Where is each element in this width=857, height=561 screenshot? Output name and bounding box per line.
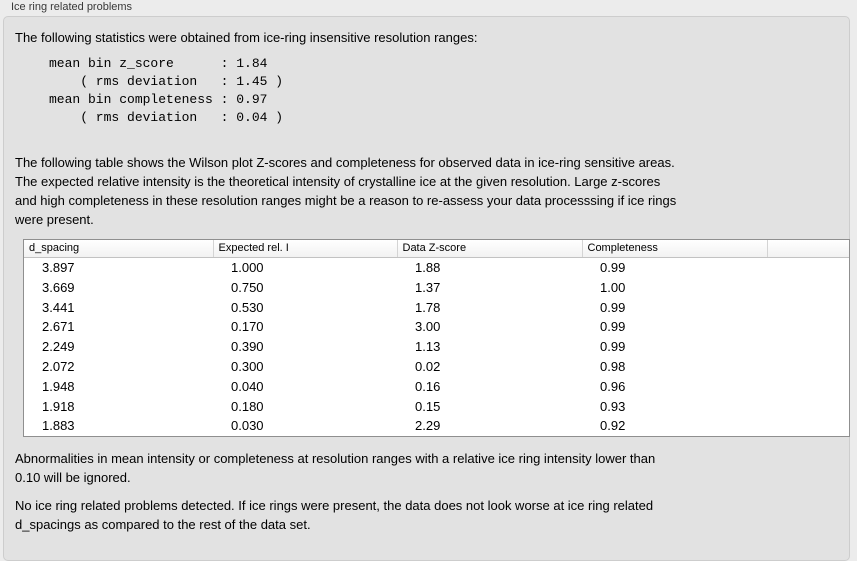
ice-ring-data-table: d_spacing Expected rel. I Data Z-score Comp… <box>24 240 849 436</box>
table-row[interactable]: 3.441 0.530 1.78 0.99 <box>24 298 849 318</box>
table-cell: 0.99 <box>600 299 626 315</box>
table-cell: 3.441 <box>42 299 75 315</box>
table-description: The following table shows the Wilson plo… <box>15 155 677 227</box>
table-cell: 1.13 <box>415 339 441 355</box>
table-row[interactable]: 2.671 0.170 3.00 0.99 <box>24 317 849 337</box>
table-cell: 1.78 <box>415 299 441 315</box>
table-cell: 0.530 <box>231 299 264 315</box>
table-cell: 0.16 <box>415 378 441 394</box>
table-row[interactable]: 1.918 0.180 0.15 0.93 <box>24 397 849 417</box>
table-cell: 1.37 <box>415 279 441 295</box>
column-header[interactable]: Data Z-score <box>396 240 582 258</box>
table-cell-empty <box>767 397 849 417</box>
table-cell-empty <box>767 357 849 377</box>
ignore-note: Abnormalities in mean intensity or compl… <box>15 451 656 486</box>
table-cell: 2.671 <box>42 319 75 335</box>
table-cell: 0.390 <box>231 339 264 355</box>
table-row[interactable]: 1.948 0.040 0.16 0.96 <box>24 377 849 397</box>
table-cell: 3.897 <box>42 260 75 275</box>
table-cell: 0.750 <box>231 279 264 295</box>
table-body: 3.897 1.000 1.88 0.99 3.669 0.750 1.37 1.00 3.44… <box>24 258 849 437</box>
table-row[interactable]: 3.897 1.000 1.88 0.99 <box>24 258 849 278</box>
column-header[interactable]: Expected rel. I <box>212 240 397 258</box>
table-cell: 0.99 <box>600 339 626 355</box>
table-cell: 0.99 <box>600 319 626 335</box>
intro-text: The following statistics were obtained f… <box>15 30 478 45</box>
table-cell: 0.96 <box>600 378 626 394</box>
table-cell: 0.030 <box>231 418 264 434</box>
table-cell: 0.98 <box>600 358 626 374</box>
table-row[interactable]: 3.669 0.750 1.37 1.00 <box>24 278 849 298</box>
table-cell: 3.00 <box>415 319 441 335</box>
column-header[interactable]: Completeness <box>581 240 767 258</box>
table-cell: 1.00 <box>600 279 626 295</box>
ice-ring-groupbox: The following statistics were obtained f… <box>3 16 850 561</box>
table-cell-empty <box>767 317 849 337</box>
table-cell: 0.02 <box>415 358 441 374</box>
table-cell-empty <box>767 298 849 318</box>
table-cell: 1.88 <box>415 260 441 275</box>
table-row[interactable]: 2.072 0.300 0.02 0.98 <box>24 357 849 377</box>
table-cell-empty <box>767 377 849 397</box>
table-cell: 0.180 <box>231 398 264 414</box>
column-header-empty <box>766 240 849 258</box>
table-cell: 0.15 <box>415 398 441 414</box>
ice-ring-panel: { "panel": { "title": "Ice ring related … <box>3 1 850 561</box>
table-cell-empty <box>767 278 849 298</box>
table-cell-empty <box>767 258 849 278</box>
table-cell: 2.29 <box>415 418 441 434</box>
table-cell: 0.300 <box>231 358 264 374</box>
table-cell: 1.000 <box>231 260 264 275</box>
table-cell: 2.249 <box>42 339 75 355</box>
table-cell-empty <box>767 337 849 357</box>
table-cell: 1.883 <box>42 418 75 434</box>
ice-ring-table: d_spacing Expected rel. I Data Z-score Comp… <box>23 239 850 438</box>
table-cell: 0.99 <box>600 260 626 275</box>
conclusion-text: No ice ring related problems detected. I… <box>15 498 654 533</box>
column-header[interactable]: d_spacing <box>24 240 213 258</box>
table-cell: 0.170 <box>231 319 264 335</box>
panel-title: Ice ring related problems <box>11 1 133 13</box>
table-cell: 3.669 <box>42 279 75 295</box>
table-cell: 0.92 <box>600 418 626 434</box>
table-cell: 1.918 <box>42 398 75 414</box>
table-cell: 1.948 <box>42 378 75 394</box>
table-cell: 0.040 <box>231 378 264 394</box>
stats-block: mean bin z_score : 1.84 ( rms deviation … <box>49 56 284 125</box>
table-row[interactable]: 2.249 0.390 1.13 0.99 <box>24 337 849 357</box>
table-row[interactable]: 1.883 0.030 2.29 0.92 <box>24 416 849 436</box>
table-cell: 2.072 <box>42 358 75 374</box>
table-cell: 0.93 <box>600 398 626 414</box>
table-cell-empty <box>767 416 849 436</box>
table-header-row: d_spacing Expected rel. I Data Z-score Comp… <box>24 240 849 258</box>
